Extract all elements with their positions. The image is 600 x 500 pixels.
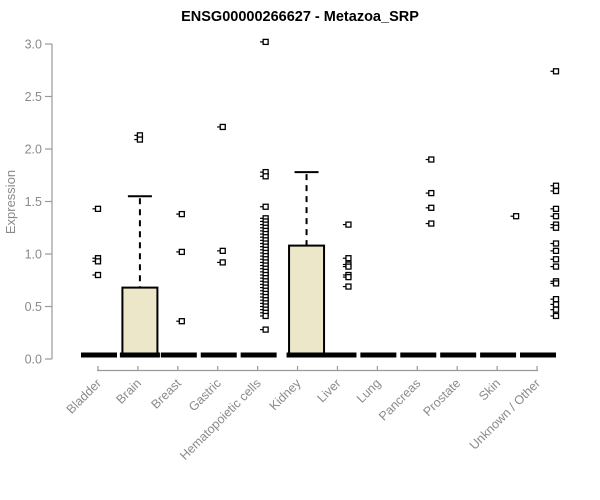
data-point [552,187,560,195]
category-group [440,352,477,358]
y-tick-label: 1.0 [25,248,42,262]
data-point [552,247,560,255]
median-bar [160,352,197,358]
category-group [400,156,437,358]
box [288,244,326,358]
data-point [552,205,560,213]
data-point [178,210,185,218]
data-point [428,156,435,163]
category-group [480,213,520,358]
category-label: Breast [148,376,184,412]
data-point [219,123,226,131]
data-point [428,189,435,197]
data-point [552,312,560,320]
data-point [552,68,560,75]
y-tick-label: 0.0 [25,353,42,367]
median-bar [440,352,477,358]
category-group [200,123,237,358]
y-tick-label: 0.5 [25,300,42,314]
category-label: Bladder [64,376,104,416]
data-point [428,204,435,211]
data-point [136,136,144,143]
category-label: Liver [315,376,344,405]
y-axis-label: Expression [3,170,18,234]
median-bar [81,352,117,358]
data-point [552,306,560,313]
category-group [240,38,277,358]
category-label: Brain [113,376,144,407]
data-point [428,220,435,227]
median-bar [520,352,557,358]
y-tick-label: 1.5 [25,195,42,209]
median-bar [480,352,517,358]
data-point [552,295,560,303]
data-point [552,280,560,287]
data-point [552,256,560,263]
category-label: Pancreas [376,376,423,423]
y-tick-label: 2.0 [25,143,42,157]
median-bar [240,352,277,358]
median-bar [400,352,437,358]
data-point [345,255,352,262]
data-point [552,240,560,247]
data-point [94,258,102,265]
category-group [119,132,160,358]
median-bar [360,352,397,358]
median-bar [286,352,327,358]
data-point [552,263,560,270]
data-point [219,247,226,255]
data-point [552,301,560,308]
median-bar [119,352,160,358]
data-point [262,173,269,180]
data-point [512,213,520,220]
category-label: Gastric [186,376,224,414]
data-point [345,263,352,270]
category-label: Unknown / Other [467,376,543,452]
data-point [345,283,352,290]
data-point [262,312,269,320]
data-point [178,318,185,325]
data-point [262,38,269,46]
category-label: Skin [476,376,503,403]
data-point [345,273,352,281]
median-bar [200,352,237,358]
category-group [81,205,117,358]
y-tick-label: 2.5 [25,90,42,104]
median-bar [320,352,357,358]
category-group [520,68,560,358]
data-point [262,326,269,333]
data-point [552,213,560,220]
category-group [286,171,327,358]
category-group [160,210,197,358]
data-point [552,224,560,231]
data-point [345,221,352,228]
box [121,286,159,358]
data-point [178,248,185,256]
data-point [219,259,226,266]
y-tick-label: 3.0 [25,38,42,52]
data-point [552,182,560,189]
data-point [262,203,269,210]
category-label: Prostate [420,376,463,419]
category-group [360,352,397,358]
category-label: Kidney [267,376,304,413]
chart-title: ENSG00000266627 - Metazoa_SRP [181,9,419,25]
data-point [94,271,102,279]
data-point [94,205,102,213]
category-label: Lung [354,376,384,406]
category-group [320,221,357,358]
